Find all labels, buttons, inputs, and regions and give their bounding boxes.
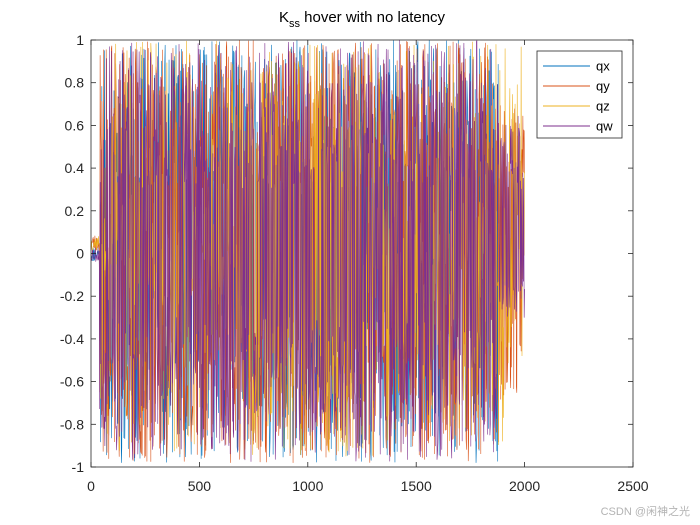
y-tick-label-0.4: 0.4 bbox=[65, 160, 85, 176]
title-subscript: ss bbox=[289, 18, 301, 30]
chart-title: Kss hover with no latency bbox=[279, 9, 446, 30]
legend-label-qy: qy bbox=[596, 79, 610, 94]
series-layer bbox=[90, 39, 525, 463]
x-tick-label-2500: 2500 bbox=[617, 478, 648, 494]
legend: qx qy qz qw bbox=[536, 50, 623, 139]
x-tick-label-0: 0 bbox=[87, 478, 95, 494]
y-tick-label-0: 0 bbox=[76, 246, 84, 262]
legend-label-qw: qw bbox=[596, 119, 613, 134]
y-tick-label--0.2: -0.2 bbox=[60, 288, 84, 304]
y-tick-label--0.4: -0.4 bbox=[60, 331, 84, 347]
y-tick-label-1: 1 bbox=[76, 32, 84, 48]
legend-label-qz: qz bbox=[596, 99, 610, 114]
title-rest: hover with no latency bbox=[300, 9, 446, 26]
watermark: CSDN @闲神之光 bbox=[600, 506, 690, 518]
legend-label-qx: qx bbox=[596, 59, 610, 74]
y-tick-label-0.6: 0.6 bbox=[65, 117, 85, 133]
y-tick-label--1: -1 bbox=[72, 459, 85, 475]
y-tick-label--0.8: -0.8 bbox=[60, 416, 84, 432]
x-tick-label-500: 500 bbox=[188, 478, 212, 494]
x-tick-label-1500: 1500 bbox=[401, 478, 432, 494]
x-tick-label-1000: 1000 bbox=[292, 478, 323, 494]
y-tick-label--0.6: -0.6 bbox=[60, 374, 84, 390]
series-line-qw bbox=[90, 39, 525, 462]
x-tick-label-2000: 2000 bbox=[509, 478, 540, 494]
tick-layer: 0 500 1000 1500 2000 2500 -1 -0.8 -0.6 -0.4 -0.2 0 0… bbox=[60, 32, 649, 494]
title-main: K bbox=[279, 9, 289, 26]
y-tick-label-0.2: 0.2 bbox=[65, 203, 85, 219]
y-tick-label-0.8: 0.8 bbox=[65, 75, 85, 91]
